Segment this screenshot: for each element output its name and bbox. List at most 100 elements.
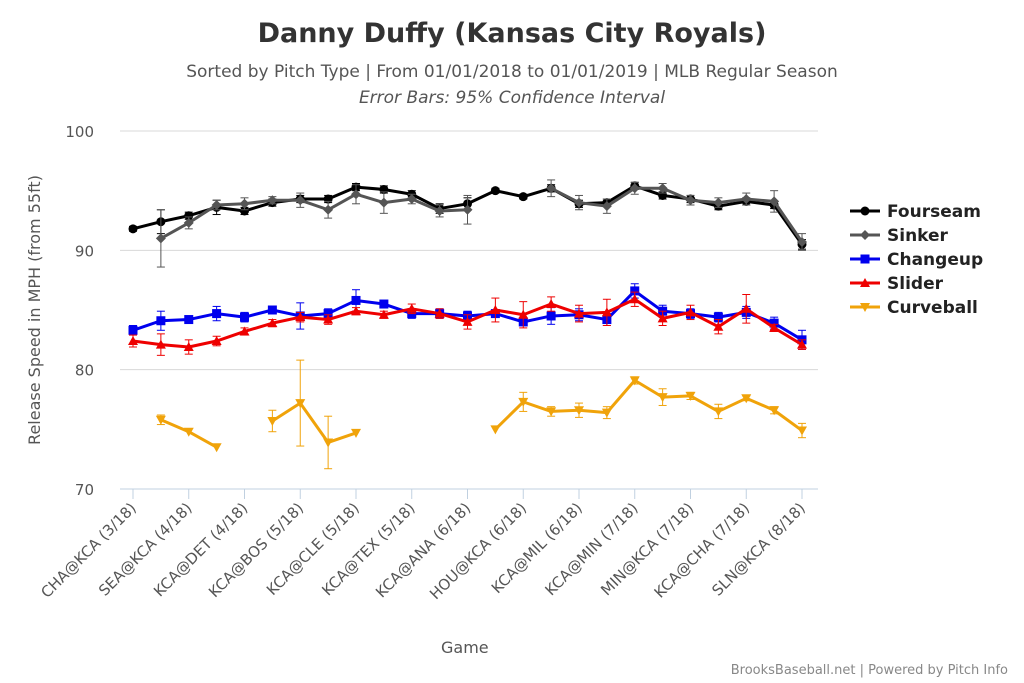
data-point: [406, 303, 417, 313]
data-point: [574, 197, 584, 208]
data-point: [434, 205, 445, 216]
chart-subtitle: Sorted by Pitch Type | From 01/01/2018 t…: [186, 62, 838, 82]
legend-item-changeup: Changeup: [850, 250, 983, 270]
data-point: [713, 407, 724, 417]
data-point: [184, 211, 194, 221]
grid: [120, 130, 818, 371]
data-point: [183, 427, 194, 437]
data-point: [128, 336, 138, 346]
data-point: [769, 196, 780, 207]
data-point: [629, 183, 640, 194]
data-point: [323, 309, 333, 319]
data-point: [574, 308, 584, 318]
legend-label: Sinker: [887, 226, 949, 246]
data-point: [741, 394, 752, 404]
data-point: [546, 183, 557, 194]
legend-label: Changeup: [887, 250, 983, 270]
data-point: [685, 307, 696, 317]
data-point: [769, 406, 780, 416]
data-point: [629, 376, 640, 386]
data-point: [183, 341, 194, 351]
data-point: [267, 318, 278, 328]
data-point: [741, 194, 752, 205]
series-line: [160, 192, 468, 240]
data-point: [351, 189, 361, 200]
legend-marker: [860, 254, 870, 264]
data-point: [184, 315, 194, 325]
data-point: [518, 192, 528, 202]
y-axis-title: Release Speed in MPH (from 55ft): [25, 175, 44, 445]
data-point: [601, 408, 612, 418]
data-point: [630, 286, 640, 296]
data-point: [797, 339, 807, 349]
data-point: [295, 195, 306, 206]
data-point: [769, 322, 780, 332]
legend-item-curveball: Curveball: [850, 298, 978, 318]
data-point: [155, 415, 166, 425]
data-point: [239, 326, 250, 336]
data-point: [462, 204, 473, 215]
data-point: [323, 204, 334, 215]
data-point: [211, 199, 222, 210]
data-point: [267, 195, 278, 206]
series-line: [550, 186, 804, 243]
legend-item-sinker: Sinker: [850, 226, 949, 246]
chart-error-bar-note: Error Bars: 95% Confidence Interval: [359, 88, 665, 108]
data-point: [378, 197, 389, 208]
y-tick-label: 70: [75, 481, 94, 499]
data-point: [155, 233, 166, 244]
data-point: [574, 406, 584, 416]
series-line: [494, 378, 803, 432]
data-point: [797, 236, 807, 247]
series-slider: [128, 291, 807, 356]
data-point: [657, 313, 668, 323]
data-point: [713, 321, 724, 331]
data-point: [378, 309, 389, 319]
data-point: [657, 393, 668, 403]
y-tick-label: 80: [75, 362, 94, 380]
y-tick-label: 100: [65, 123, 94, 141]
data-point: [713, 312, 723, 322]
legend-marker: [860, 206, 870, 216]
data-point: [685, 195, 696, 206]
data-point: [490, 186, 500, 196]
data-point: [518, 309, 529, 319]
data-point: [546, 407, 557, 417]
data-point: [295, 399, 306, 409]
legend: Fourseam Sinker Changeup Slider Curveball: [850, 202, 983, 318]
data-point: [741, 303, 752, 313]
data-point: [518, 397, 529, 407]
data-point: [351, 306, 361, 316]
legend-marker: [860, 303, 870, 312]
data-point: [240, 312, 249, 322]
series-line: [271, 401, 357, 444]
data-point: [295, 312, 306, 322]
data-point: [351, 428, 361, 438]
data-point: [351, 295, 361, 305]
legend-item-slider: Slider: [850, 274, 944, 294]
data-point: [379, 299, 389, 309]
data-point: [212, 309, 222, 319]
legend-label: Fourseam: [887, 202, 981, 222]
data-point: [601, 307, 612, 317]
data-point: [156, 316, 166, 326]
series-sinker: [155, 179, 807, 268]
data-point: [490, 305, 501, 314]
series-curveball: [155, 359, 807, 470]
chart-title: Danny Duffy (Kansas City Royals): [258, 18, 767, 49]
data-point: [685, 391, 696, 401]
data-point: [155, 339, 166, 349]
data-point: [267, 416, 278, 426]
legend-item-fourseam: Fourseam: [850, 202, 981, 222]
data-point: [128, 325, 138, 335]
credits[interactable]: BrooksBaseball.net | Powered by Pitch In…: [731, 663, 1008, 678]
data-point: [629, 294, 640, 304]
data-point: [239, 198, 250, 209]
x-axis-title: Game: [441, 638, 489, 657]
data-point: [267, 305, 277, 315]
data-point: [323, 438, 334, 448]
legend-marker: [860, 278, 870, 287]
legend-marker: [860, 230, 870, 240]
